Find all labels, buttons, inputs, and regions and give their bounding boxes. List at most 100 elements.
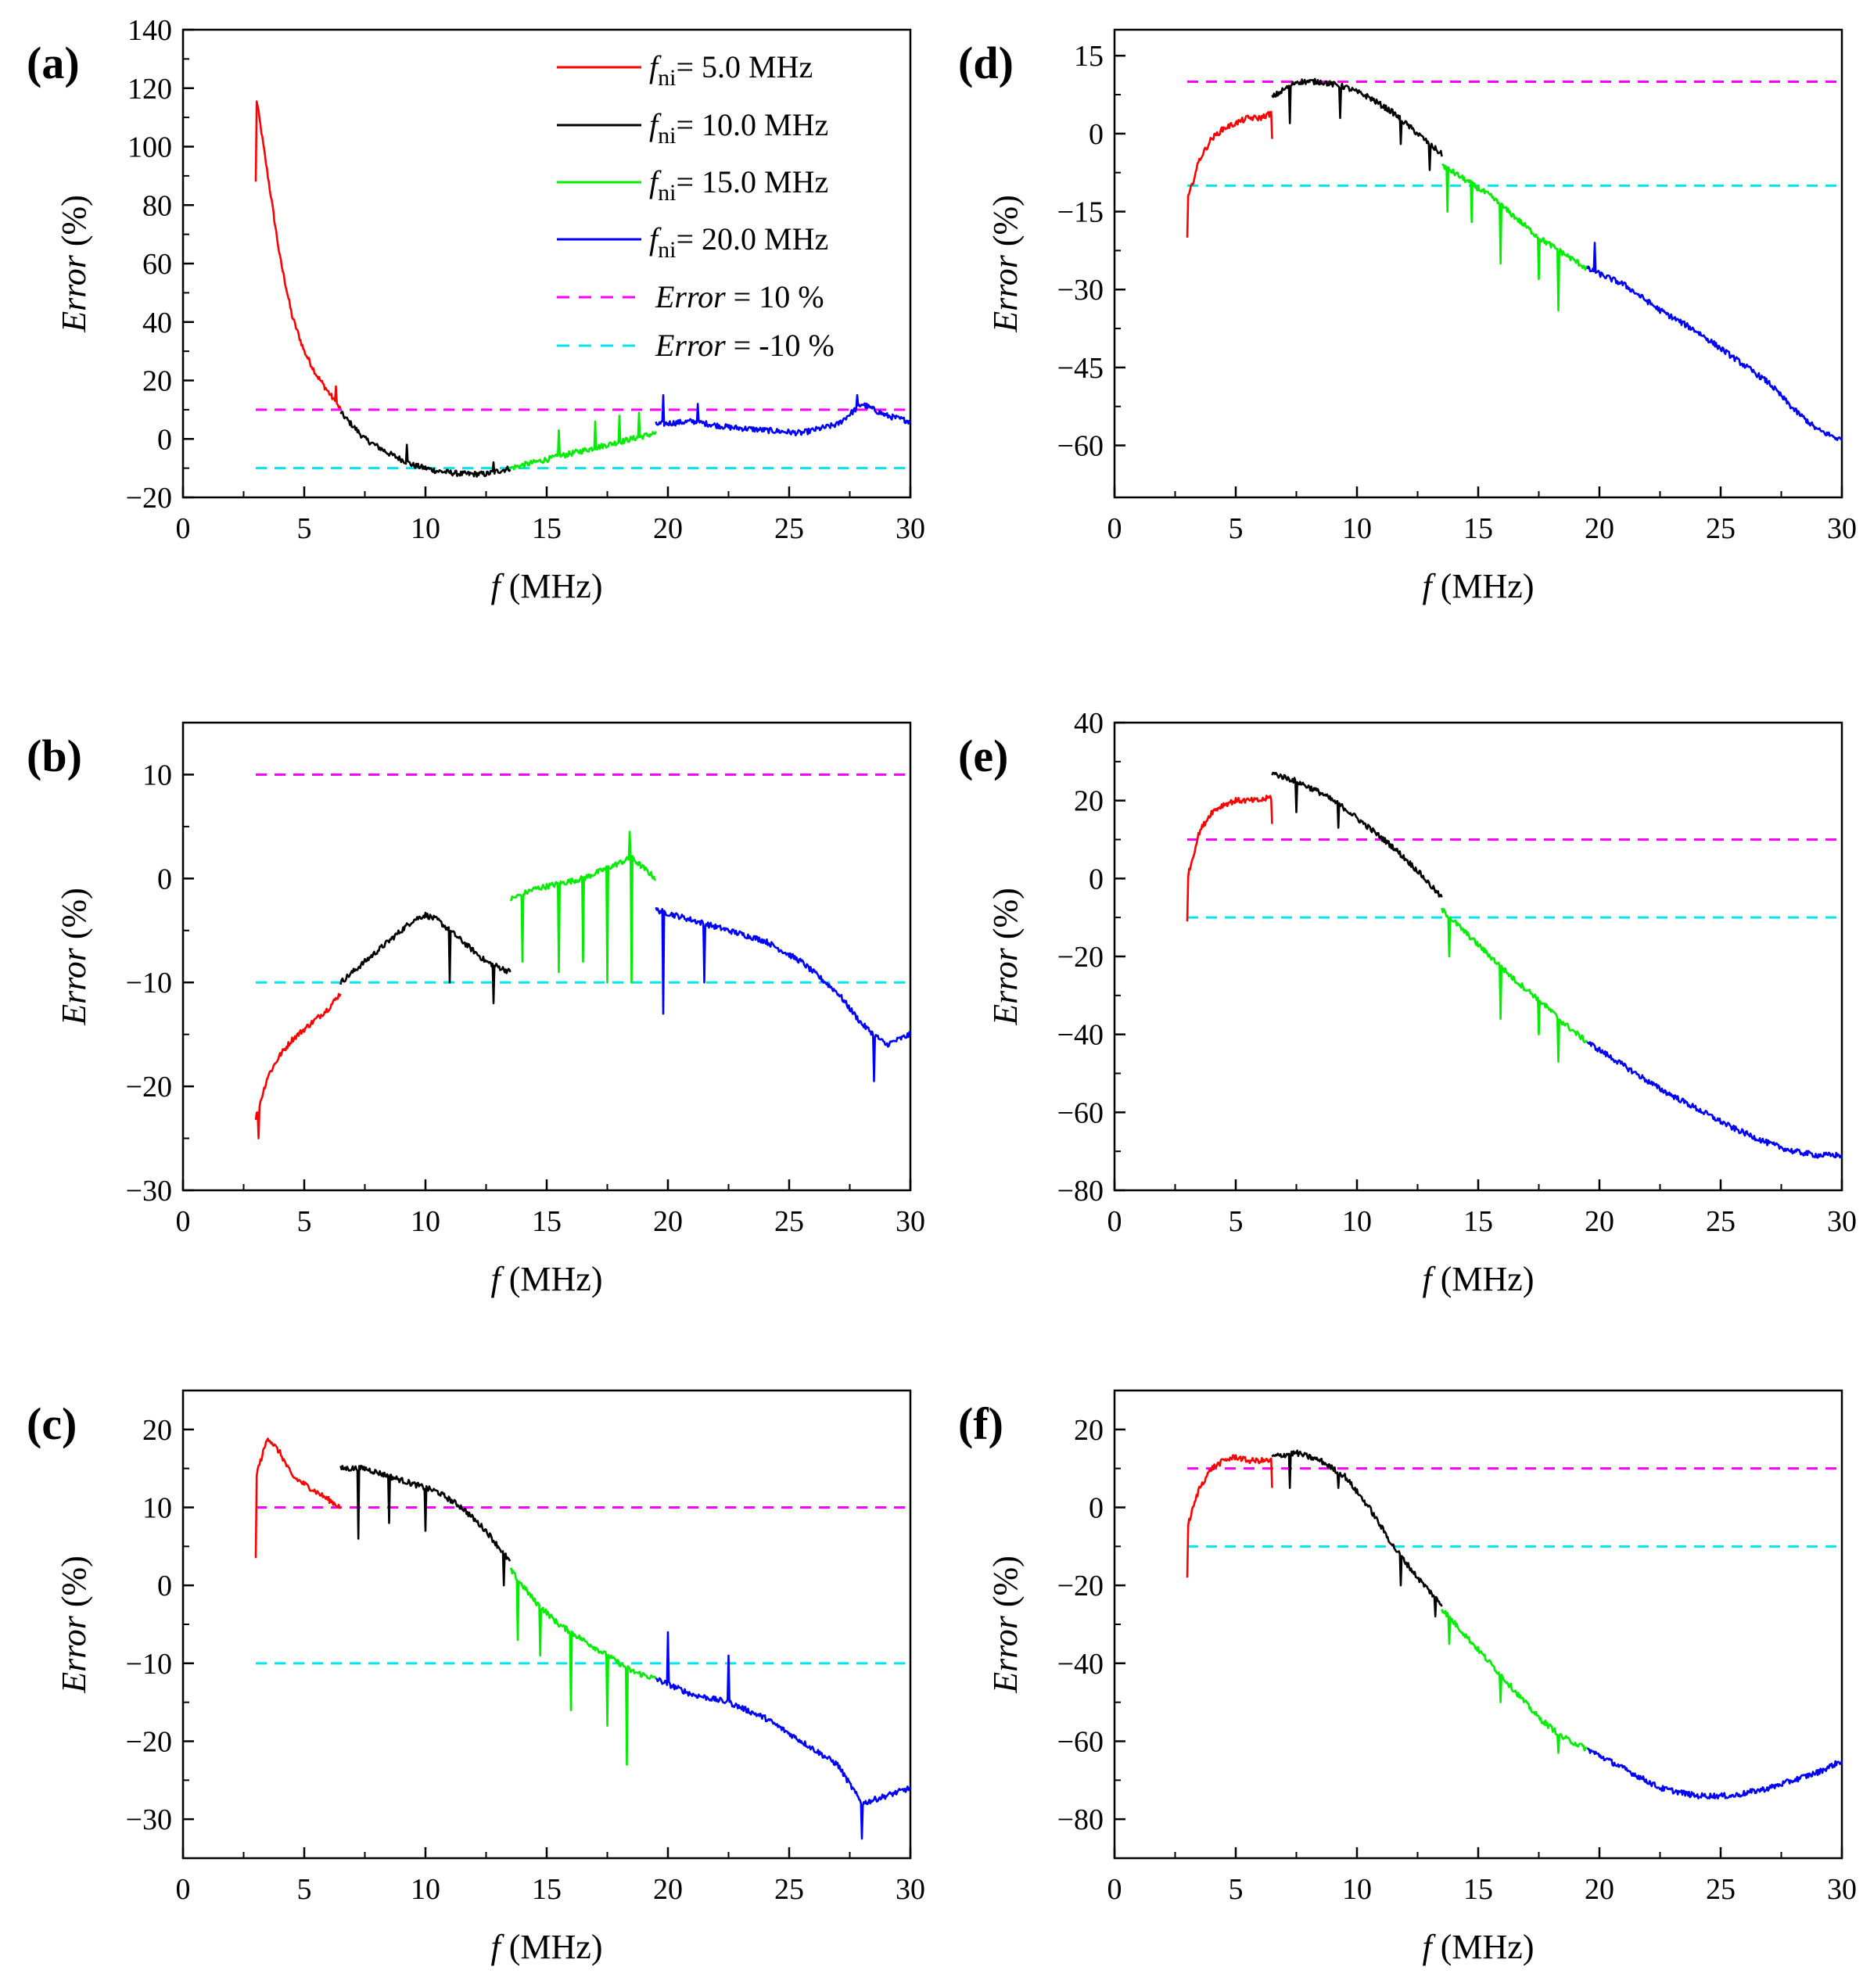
x-tick-label: 5 [1229, 512, 1244, 545]
legend-value: = 15.0 MHz [676, 164, 828, 199]
legend-value: = 10 % [726, 279, 824, 314]
y-tick-label: 20 [1074, 1414, 1104, 1447]
y-tick-label: −30 [126, 1803, 172, 1836]
series-line-f5 [254, 1437, 342, 1559]
series-line-f15 [509, 411, 657, 471]
x-tick-label: 30 [896, 512, 925, 545]
panel-label: (d) [958, 38, 1014, 88]
x-tick-label: 25 [774, 1873, 804, 1906]
y-axis-label: Error (%) [986, 1556, 1025, 1694]
y-axis-label-unit: (%) [55, 195, 93, 255]
x-tick-label: 10 [411, 1873, 440, 1906]
y-axis-label-var: Error [55, 947, 93, 1025]
x-tick-label: 5 [297, 1205, 312, 1238]
y-axis-label-var: Error [986, 254, 1025, 332]
y-axis-label-var: Error [986, 947, 1025, 1025]
y-tick-label: −60 [1057, 430, 1104, 463]
x-tick-label: 30 [896, 1205, 925, 1238]
series-line-f10 [339, 411, 512, 478]
series-line-f5 [1186, 110, 1273, 238]
y-axis-label: Error (%) [986, 888, 1025, 1026]
y-tick-label: −20 [126, 482, 172, 515]
x-tick-label: 20 [653, 1873, 683, 1906]
x-tick-label: 25 [1706, 512, 1736, 545]
x-tick-label: 25 [1706, 1873, 1736, 1906]
y-axis-label: Error (%) [55, 1556, 93, 1694]
y-tick-label: 0 [1089, 118, 1104, 151]
y-tick-label: −40 [1057, 1019, 1104, 1052]
x-tick-label: 30 [1827, 1205, 1857, 1238]
x-tick-label: 5 [297, 512, 312, 545]
x-axis-label: f (MHz) [491, 1260, 603, 1298]
x-tick-label: 5 [297, 1873, 312, 1906]
panel-c: 0 5 10 15 20 25 30 −30 −20 −10 0 10 20 f (MHz) Error (… [27, 1389, 925, 1966]
x-tick-label: 15 [532, 1205, 562, 1238]
legend-value: = 5.0 MHz [676, 49, 813, 84]
x-tick-label: 30 [1827, 512, 1857, 545]
legend-subscript: ni [658, 180, 676, 206]
x-tick-label: 5 [1229, 1205, 1244, 1238]
series-line-f15 [1441, 163, 1588, 312]
x-tick-label: 25 [774, 1205, 804, 1238]
y-tick-label: 80 [142, 189, 172, 222]
y-axis-label: Error (%) [55, 195, 93, 333]
x-tick-label: 15 [532, 1873, 562, 1906]
plot-frame [181, 721, 912, 1192]
y-tick-label: −15 [1057, 196, 1104, 229]
y-tick-label: 40 [142, 307, 172, 339]
series-line-f10 [1271, 771, 1443, 898]
x-tick-label: 10 [411, 1205, 440, 1238]
series-line-f20 [1586, 242, 1843, 441]
y-tick-label: −80 [1057, 1803, 1104, 1836]
y-tick-label: −20 [126, 1071, 172, 1103]
panel-label: (f) [958, 1398, 1003, 1449]
panel-b: 0 5 10 15 20 25 30 −30 −20 −10 0 10 f (MHz) Error (%)… [27, 721, 925, 1298]
x-axis-label: f (MHz) [491, 1928, 603, 1966]
y-tick-label: −60 [1057, 1096, 1104, 1129]
series-line-f15 [1441, 907, 1588, 1063]
legend-subscript: ni [658, 237, 676, 263]
legend-entry: fni= 5.0 MHz [649, 49, 813, 91]
y-tick-label: −20 [1057, 941, 1104, 974]
y-tick-label: 20 [1074, 785, 1104, 818]
x-tick-label: 5 [1229, 1873, 1244, 1906]
plot-frame [181, 1389, 912, 1860]
series-line-f20 [1586, 1747, 1843, 1800]
x-tick-label: 30 [1827, 1873, 1857, 1906]
legend-value: = 20.0 MHz [676, 221, 828, 257]
y-tick-label: 0 [157, 863, 172, 895]
legend-value: = 10.0 MHz [676, 107, 828, 142]
x-axis-label-unit: (MHz) [501, 1260, 603, 1298]
y-tick-label: −40 [1057, 1648, 1104, 1681]
plot-frame [1113, 721, 1843, 1192]
y-axis-label: Error (%) [55, 888, 93, 1026]
y-tick-label: 10 [142, 1492, 172, 1525]
series-line-f5 [1186, 1454, 1273, 1578]
x-axis-label-unit: (MHz) [501, 567, 603, 605]
series-line-f10 [1271, 1449, 1443, 1618]
legend-entry: fni= 15.0 MHz [649, 164, 828, 206]
series-line-f20 [1586, 1041, 1843, 1159]
legend-var: Error [655, 279, 726, 314]
y-tick-label: 120 [127, 73, 172, 106]
legend-subscript: ni [658, 65, 676, 91]
y-tick-label: −45 [1057, 352, 1104, 385]
series-line-f5 [254, 100, 342, 410]
y-tick-label: 20 [142, 365, 172, 398]
y-tick-label: 15 [1074, 40, 1104, 73]
x-tick-label: 20 [1585, 1205, 1614, 1238]
panel-label: (b) [27, 730, 82, 781]
x-tick-label: 15 [532, 512, 562, 545]
series-line-f20 [655, 906, 912, 1082]
y-tick-label: −80 [1057, 1175, 1104, 1208]
x-tick-label: 15 [1463, 1205, 1493, 1238]
y-tick-label: −30 [126, 1175, 172, 1208]
y-tick-label: −20 [126, 1726, 172, 1759]
x-axis-label-unit: (MHz) [1432, 567, 1535, 605]
x-tick-label: 10 [1342, 1873, 1372, 1906]
y-tick-label: 40 [1074, 707, 1104, 740]
x-tick-label: 0 [1107, 512, 1122, 545]
y-tick-label: 10 [142, 759, 172, 791]
panel-label: (e) [958, 730, 1008, 781]
